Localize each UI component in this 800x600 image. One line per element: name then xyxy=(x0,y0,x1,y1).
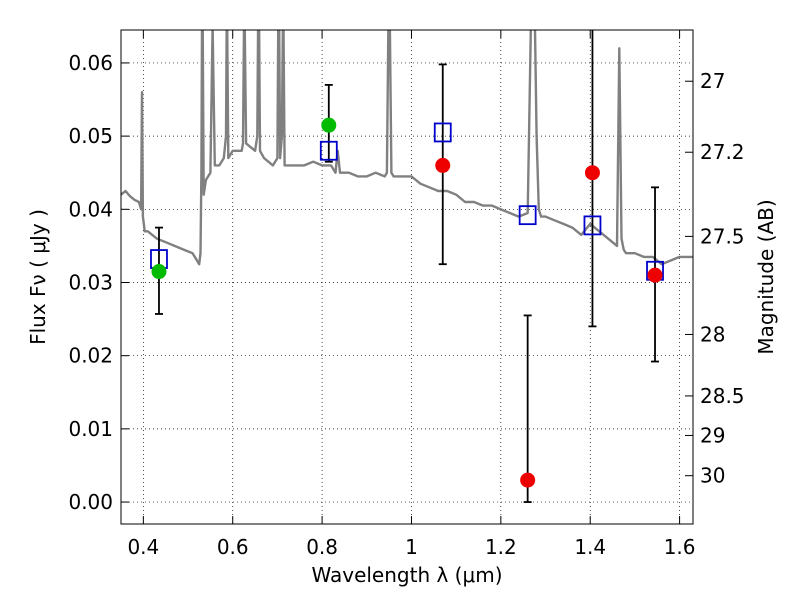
y-tick-label: 0.03 xyxy=(68,270,113,294)
model-photometry-point xyxy=(433,122,452,143)
observed-detected-point xyxy=(321,117,337,133)
observed-other-point xyxy=(520,472,536,488)
model-photometry-point xyxy=(319,140,338,161)
y2-axis-label: Magnitude (AB) xyxy=(754,199,778,354)
y2-tick-label: 28 xyxy=(700,322,725,346)
x-tick-label: 1 xyxy=(405,535,418,559)
y-tick-label: 0.04 xyxy=(68,197,113,221)
y2-tick-label: 29 xyxy=(700,423,725,447)
observed-other-point xyxy=(584,165,600,181)
observed-other-point xyxy=(435,157,451,173)
y2-tick-label: 30 xyxy=(700,464,725,488)
x-tick-label: 0.6 xyxy=(217,535,249,559)
y-tick-label: 0.02 xyxy=(68,344,113,368)
x-tick-label: 1.4 xyxy=(574,535,606,559)
x-tick-label: 0.8 xyxy=(306,535,338,559)
x-tick-label: 0.4 xyxy=(127,535,159,559)
axis-ticks: 0.4 0.6 0.8 1 1.2 1.4 1.6 0.00 0.01 0.02 0.03 0.04 0… xyxy=(68,30,745,559)
model-photometry-point xyxy=(583,215,602,236)
plot-frame xyxy=(120,29,694,525)
plot-area xyxy=(121,30,693,503)
y-tick-label: 0.05 xyxy=(68,124,113,148)
y2-tick-label: 27.5 xyxy=(700,224,745,248)
observed-detected-point xyxy=(151,264,167,280)
model-spectrum-line xyxy=(121,30,693,266)
y-tick-label: 0.01 xyxy=(68,417,113,441)
x-tick-label: 1.6 xyxy=(664,535,696,559)
y-tick-label: 0.06 xyxy=(68,51,113,75)
grid-lines xyxy=(121,30,693,524)
y2-tick-label: 28.5 xyxy=(700,384,745,408)
x-tick-label: 1.2 xyxy=(485,535,517,559)
y-tick-label: 0.00 xyxy=(68,490,113,514)
model-photometry-point xyxy=(518,205,537,226)
observed-other-point xyxy=(647,267,663,283)
x-axis-label: Wavelength λ (μm) xyxy=(311,563,502,587)
y2-tick-label: 27 xyxy=(700,69,725,93)
y2-tick-label: 27.2 xyxy=(700,140,745,164)
y-axis-label: Flux Fν ( μJy ) xyxy=(26,209,50,345)
